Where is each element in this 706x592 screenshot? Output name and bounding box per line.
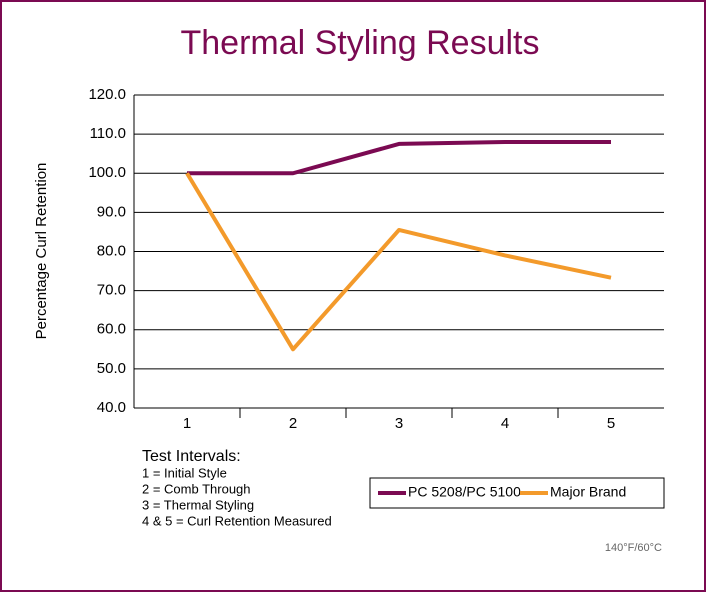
legend-box (369, 477, 665, 509)
annotation: 140°F/60°C (605, 542, 662, 554)
y-tick-label: 120.0 (88, 86, 126, 103)
chart-title: Thermal Styling Results (180, 24, 539, 62)
series-line (185, 172, 612, 352)
note: Test Intervals: (142, 448, 241, 465)
y-tick-label: 80.0 (97, 242, 126, 259)
y-tick-label: 50.0 (97, 360, 126, 377)
legend-label: PC 5208/PC 5100 (408, 484, 521, 500)
x-tick-label: 2 (289, 415, 297, 432)
y-tick-label: 90.0 (97, 203, 126, 220)
y-tick-label: 40.0 (97, 399, 126, 416)
x-tick-label: 4 (501, 415, 509, 432)
y-tick-label: 70.0 (97, 282, 126, 299)
legend-label: Major Brand (550, 484, 626, 500)
y-axis-label: Percentage Curl Retention (33, 163, 50, 340)
y-tick-label: 100.0 (88, 164, 126, 181)
y-tick-label: 60.0 (97, 321, 126, 338)
note: 4 & 5 = Curl Retention Measured (142, 513, 332, 528)
x-tick-label: 3 (395, 415, 403, 432)
x-tick-label: 5 (607, 415, 615, 432)
note: 2 = Comb Through (142, 481, 251, 496)
note: 3 = Thermal Styling (142, 497, 254, 512)
note: 1 = Initial Style (142, 465, 227, 480)
series-line (187, 139, 611, 176)
x-tick-label: 1 (183, 415, 191, 432)
y-tick-label: 110.0 (90, 125, 126, 142)
